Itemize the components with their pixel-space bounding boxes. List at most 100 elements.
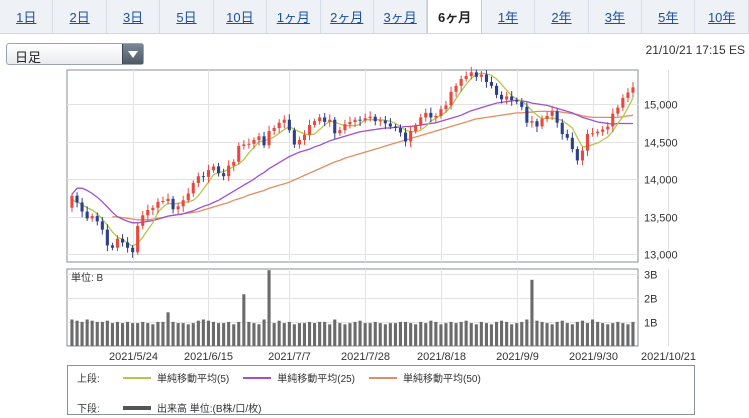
volume-bar (151, 324, 155, 346)
candle-body (110, 245, 114, 248)
volume-bar (373, 321, 377, 346)
candle-body (560, 122, 564, 134)
tab-1[interactable]: 2日 (53, 0, 107, 33)
volume-bar (565, 323, 569, 346)
volume-bar (575, 321, 579, 346)
candle-body (469, 72, 473, 77)
volume-bar (353, 321, 357, 346)
volume-bar (489, 324, 493, 346)
candle-body (247, 143, 251, 145)
tab-11[interactable]: 3年 (589, 0, 643, 33)
volume-bar (464, 320, 468, 346)
x-tick-label: 2021/9/9 (496, 351, 539, 363)
candle-body (510, 96, 514, 101)
tab-6[interactable]: 2ヶ月 (321, 0, 374, 33)
candle-body (121, 238, 125, 243)
volume-bar (621, 323, 625, 346)
interval-select[interactable]: 日足 (6, 43, 144, 65)
volume-bar (393, 323, 397, 346)
volume-bar (358, 320, 362, 346)
x-tick-label: 2021/7/28 (341, 351, 390, 363)
legend-lower-row: 下段: 出来高 単位:(B株/口/枚) (77, 400, 275, 415)
candle-body (565, 134, 569, 138)
candle-body (217, 166, 221, 174)
candle-body (126, 242, 130, 248)
candle-body (555, 111, 559, 123)
volume-bar (429, 320, 433, 346)
volume-bar (474, 324, 478, 346)
tab-5[interactable]: 1ヶ月 (267, 0, 321, 33)
candle-body (222, 173, 226, 177)
volume-bar (222, 323, 226, 346)
volume-bar (535, 320, 539, 346)
volume-bar (126, 321, 130, 346)
candle-body (439, 109, 443, 116)
candle-body (626, 92, 630, 98)
tab-8[interactable]: 6ヶ月 (427, 0, 482, 33)
candle-body (227, 165, 231, 177)
candle-body (585, 134, 589, 151)
volume-bar (70, 319, 74, 346)
tab-7[interactable]: 3ヶ月 (374, 0, 428, 33)
volume-bar (434, 321, 438, 346)
volume-bar (287, 321, 291, 346)
volume-bar (368, 323, 372, 346)
candle-body (434, 115, 438, 118)
tab-0[interactable]: 1日 (0, 0, 54, 33)
volume-bar (292, 324, 296, 346)
volume-bar (510, 324, 514, 346)
volume-bar (398, 321, 402, 346)
candle-body (136, 225, 140, 253)
price-tick-label: 15,000 (644, 100, 678, 112)
tab-13[interactable]: 10年 (695, 0, 749, 33)
volume-bar (404, 321, 408, 346)
candle-body (176, 206, 180, 210)
candle-body (277, 122, 281, 128)
tab-12[interactable]: 5年 (642, 0, 696, 33)
tab-9[interactable]: 1年 (482, 0, 536, 33)
candle-body (601, 129, 605, 132)
volume-bar (484, 323, 488, 346)
volume-bar (201, 319, 205, 346)
x-tick-label: 2021/5/24 (109, 351, 158, 363)
chevron-down-icon[interactable] (122, 44, 143, 64)
volume-bar (181, 323, 185, 346)
candle-body (318, 117, 322, 122)
candle-body (515, 100, 519, 102)
tab-3[interactable]: 5日 (160, 0, 214, 33)
volume-bar (308, 321, 312, 346)
candle-body (606, 126, 610, 130)
tab-4[interactable]: 10日 (214, 0, 268, 33)
volume-bar (328, 324, 332, 346)
volume-bar (110, 323, 114, 346)
volume-bar (75, 320, 79, 346)
ma25-line-icon (243, 376, 272, 379)
volume-bar (348, 323, 352, 346)
tab-10[interactable]: 2年 (535, 0, 589, 33)
volume-bar (100, 321, 104, 346)
volume-bar (626, 324, 630, 346)
candle-body (419, 117, 423, 126)
candle-body (424, 112, 428, 118)
volume-bar (611, 323, 615, 346)
volume-bar (247, 321, 251, 346)
volume-bar (414, 324, 418, 346)
volume-bar (444, 323, 448, 346)
candle-body (191, 182, 195, 194)
volume-bar (232, 324, 236, 346)
candle-body (328, 119, 332, 122)
candle-body (146, 210, 150, 216)
volume-bar (530, 279, 534, 346)
candle-body (388, 123, 392, 127)
candle-body (348, 122, 352, 125)
candle-body (454, 85, 458, 92)
candle-body (570, 137, 574, 150)
tab-2[interactable]: 3日 (107, 0, 161, 33)
volume-bar (580, 320, 584, 346)
candle-body (505, 96, 509, 100)
candle-body (181, 200, 185, 207)
volume-bar (95, 321, 99, 346)
candle-body (141, 215, 145, 226)
candle-body (444, 105, 448, 110)
legend-ma50-label: 単純移動平均(50) (403, 374, 481, 385)
